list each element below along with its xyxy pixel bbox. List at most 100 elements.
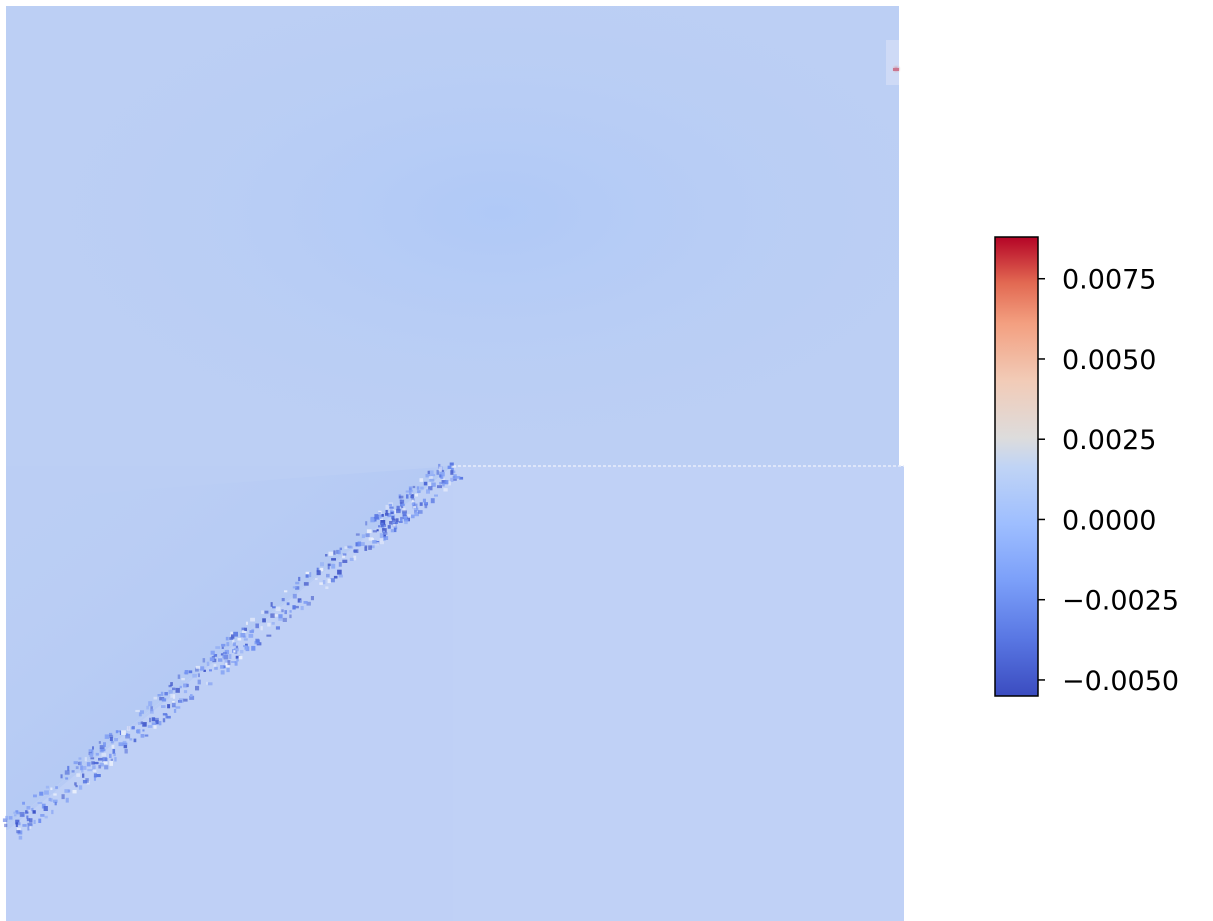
band-speckle xyxy=(98,757,103,761)
band-speckle xyxy=(189,695,195,700)
band-speckle xyxy=(411,514,415,519)
band-speckle xyxy=(328,551,333,556)
band-speckle xyxy=(60,774,63,779)
band-speckle xyxy=(424,503,428,509)
band-speckle xyxy=(447,465,452,469)
band-speckle xyxy=(178,698,184,703)
band-speckle xyxy=(316,567,319,572)
band-speckle xyxy=(437,485,442,489)
band-speckle xyxy=(15,819,20,825)
band-speckle xyxy=(376,529,379,532)
band-speckle xyxy=(299,600,302,603)
band-speckle xyxy=(379,514,383,517)
band-speckle xyxy=(368,537,374,541)
band-speckle xyxy=(221,643,226,647)
band-speckle xyxy=(278,618,283,621)
band-speckle xyxy=(303,582,309,586)
band-speckle xyxy=(14,814,17,817)
band-speckle xyxy=(326,573,330,578)
band-speckle xyxy=(244,646,248,650)
band-speckle xyxy=(245,646,250,652)
band-speckle xyxy=(99,762,104,767)
band-speckle xyxy=(75,766,79,770)
band-speckle xyxy=(400,518,403,521)
band-speckle xyxy=(151,722,157,725)
band-speckle xyxy=(297,598,302,603)
band-speckle xyxy=(140,734,145,738)
band-speckle xyxy=(327,563,331,567)
band-speckle xyxy=(364,546,368,551)
band-speckle xyxy=(210,650,215,655)
band-speckle xyxy=(389,521,393,525)
band-speckle xyxy=(183,698,188,702)
band-speckle xyxy=(233,650,236,653)
band-speckle xyxy=(18,835,23,840)
band-speckle xyxy=(295,581,300,585)
band-speckle xyxy=(136,729,141,734)
band-speckle xyxy=(319,582,323,585)
band-speckle xyxy=(122,740,127,743)
band-speckle xyxy=(2,818,8,822)
band-speckle xyxy=(148,701,153,707)
band-speckle xyxy=(29,818,33,823)
band-speckle xyxy=(355,542,360,547)
band-speckle xyxy=(271,622,275,625)
band-speckle xyxy=(327,566,330,570)
band-speckle xyxy=(383,536,389,540)
band-speckle xyxy=(197,679,201,685)
band-speckle xyxy=(88,749,93,752)
band-speckle xyxy=(424,502,428,505)
band-speckle xyxy=(175,706,181,709)
band-speckle xyxy=(118,742,124,747)
band-speckle xyxy=(255,623,259,629)
band-speckle xyxy=(300,606,304,611)
band-speckle xyxy=(327,578,331,584)
band-speckle xyxy=(93,769,97,773)
band-speckle xyxy=(419,478,424,482)
band-speckle xyxy=(161,705,166,708)
band-speckle xyxy=(175,687,180,693)
band-speckle xyxy=(195,665,201,669)
band-speckle xyxy=(249,630,254,633)
band-speckle xyxy=(224,649,230,655)
band-speckle xyxy=(27,826,30,831)
band-speckle xyxy=(33,794,37,798)
band-speckle xyxy=(364,545,368,548)
band-speckle xyxy=(28,826,32,829)
band-speckle xyxy=(418,510,423,514)
band-speckle xyxy=(395,518,399,523)
band-speckle xyxy=(16,830,21,834)
band-speckle xyxy=(147,725,153,728)
band-speckle xyxy=(15,822,18,827)
band-speckle xyxy=(233,631,238,637)
band-speckle xyxy=(30,807,34,812)
band-speckle xyxy=(392,519,395,525)
band-speckle xyxy=(394,528,397,533)
band-speckle xyxy=(344,546,348,550)
band-speckle xyxy=(139,710,144,714)
band-speckle xyxy=(372,540,377,544)
band-speckle xyxy=(438,466,442,472)
band-speckle xyxy=(158,721,162,726)
band-speckle xyxy=(173,709,177,713)
band-speckle xyxy=(27,822,33,826)
band-speckle xyxy=(450,477,454,482)
band-speckle xyxy=(349,557,354,561)
band-speckle xyxy=(455,476,461,479)
band-speckle xyxy=(289,610,292,613)
band-speckle xyxy=(428,476,433,479)
band-speckle xyxy=(406,494,409,499)
band-speckle xyxy=(160,691,164,696)
band-speckle xyxy=(95,752,99,756)
band-speckle xyxy=(273,614,278,617)
band-speckle xyxy=(108,734,114,738)
band-speckle xyxy=(387,525,391,529)
band-speckle xyxy=(409,487,412,491)
band-speckle xyxy=(379,516,382,520)
band-speckle xyxy=(380,520,386,525)
band-speckle xyxy=(5,815,8,820)
band-speckle xyxy=(64,770,70,775)
band-speckle xyxy=(309,572,312,578)
band-speckle xyxy=(230,631,233,637)
band-speckle xyxy=(114,738,118,742)
